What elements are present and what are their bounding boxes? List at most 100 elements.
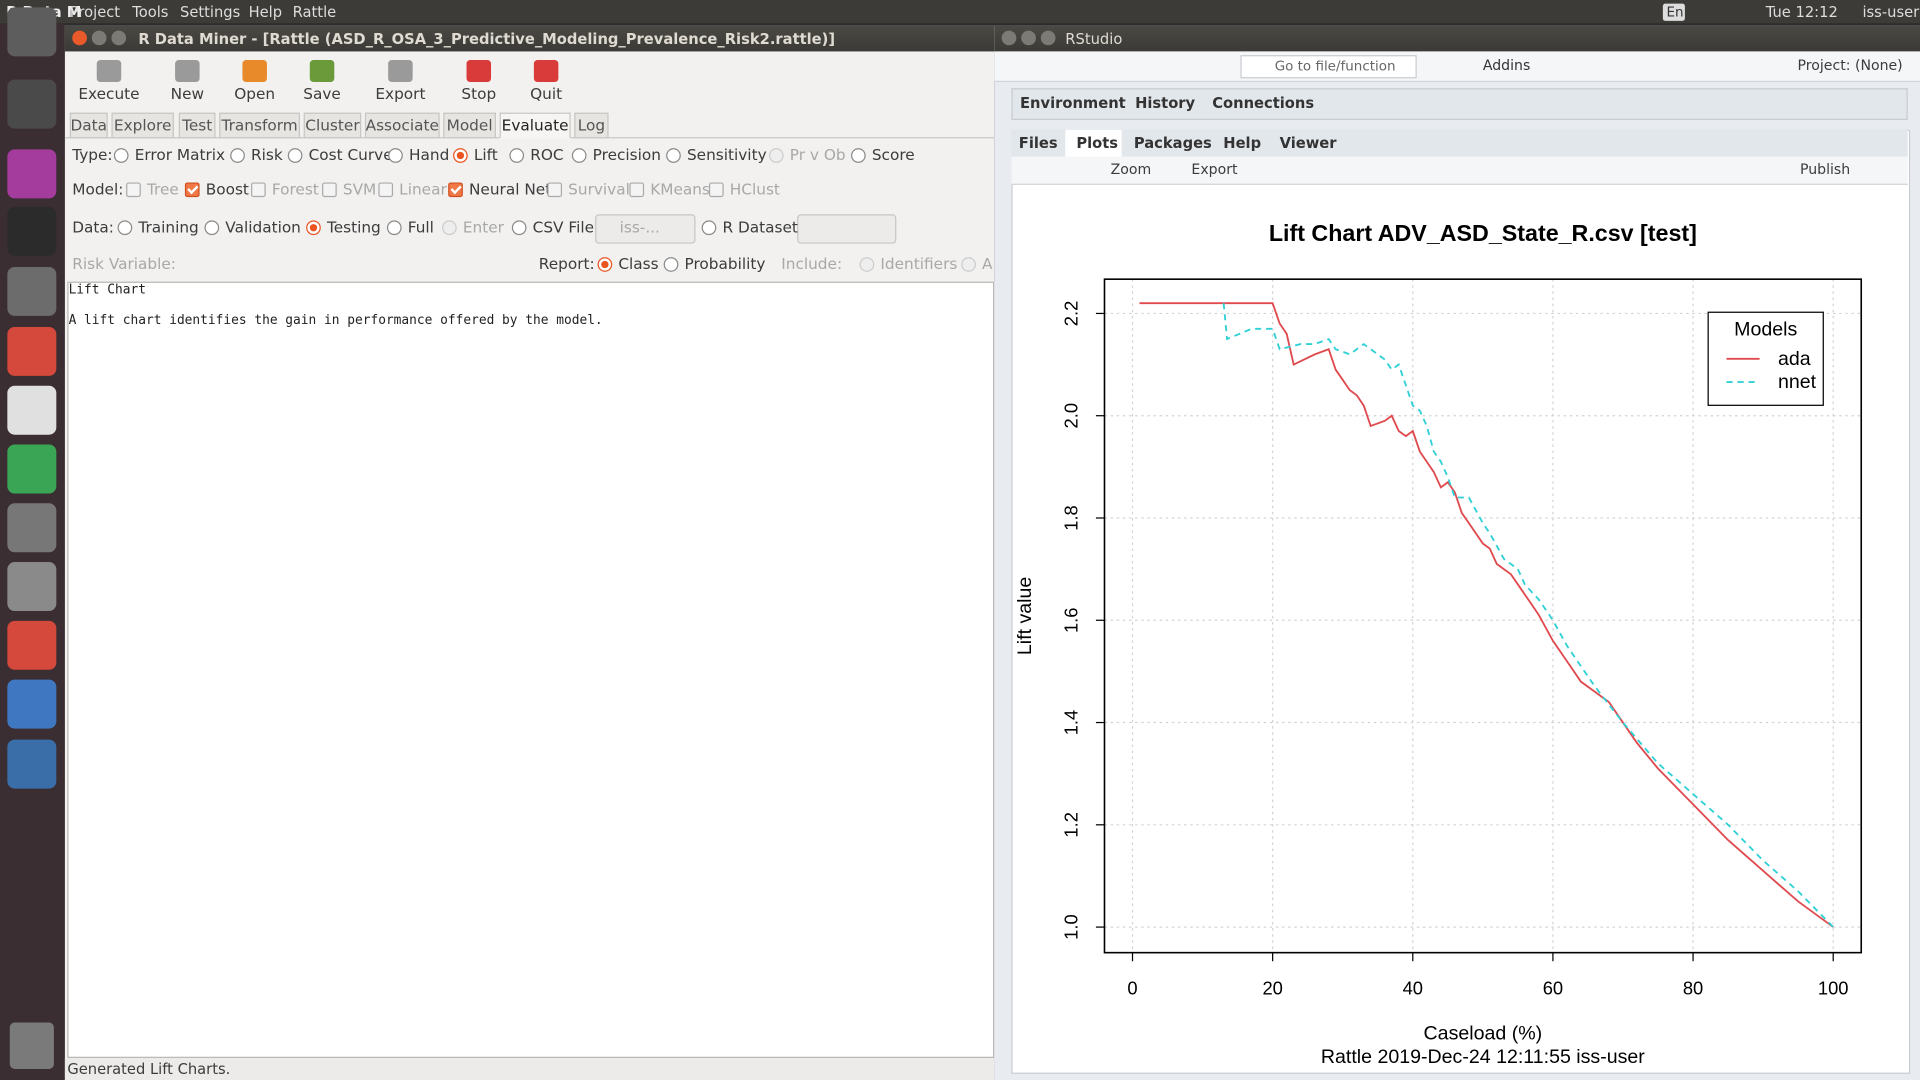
radio[interactable] <box>117 220 133 236</box>
checkbox[interactable] <box>184 182 200 198</box>
radio[interactable] <box>663 257 679 272</box>
launcher-icon[interactable] <box>7 206 57 256</box>
plot-tool[interactable]: Export <box>1191 160 1238 178</box>
option-label[interactable]: Error Matrix <box>134 145 226 164</box>
radio[interactable] <box>509 148 525 163</box>
language[interactable]: En <box>1666 4 1684 21</box>
option-label[interactable]: Hand <box>408 145 450 164</box>
goto-box[interactable] <box>1240 55 1417 79</box>
launcher-icon[interactable] <box>7 326 57 376</box>
radio[interactable] <box>851 148 866 163</box>
tab-label[interactable]: Cluster <box>305 116 360 135</box>
tab[interactable] <box>69 112 108 139</box>
pane-tab[interactable]: Files <box>1018 134 1058 152</box>
option-label[interactable]: Validation <box>225 217 301 237</box>
option-label[interactable]: Neural Net <box>468 179 552 199</box>
launcher-icon[interactable] <box>7 739 57 789</box>
radio[interactable] <box>230 148 245 163</box>
launcher-icon[interactable] <box>7 444 57 494</box>
toolbar-icon[interactable] <box>96 60 122 83</box>
launcher-icon[interactable] <box>7 7 57 57</box>
maximize-button[interactable] <box>1040 30 1056 46</box>
radio[interactable] <box>204 220 220 236</box>
radio[interactable] <box>511 220 527 236</box>
goto-placeholder[interactable]: Go to file/function <box>1274 58 1396 75</box>
radio[interactable] <box>113 148 129 163</box>
option-label[interactable]: Testing <box>326 217 381 237</box>
pane-tab[interactable]: Plots <box>1076 134 1118 152</box>
tab[interactable] <box>574 112 609 139</box>
radio[interactable] <box>666 148 681 163</box>
tab[interactable] <box>364 112 440 139</box>
tab[interactable] <box>178 112 216 139</box>
radio[interactable] <box>571 148 587 163</box>
toolbar-icon[interactable] <box>309 60 335 83</box>
menu-item[interactable]: Tools <box>132 3 169 21</box>
tab-label[interactable]: Data <box>70 116 108 135</box>
toolbar-icon[interactable] <box>466 60 492 83</box>
toolbar-button[interactable]: New <box>170 84 205 103</box>
option-label[interactable]: Sensitivity <box>686 145 767 164</box>
option-label[interactable]: Boost <box>205 179 249 199</box>
radio[interactable] <box>287 148 303 163</box>
tab-label[interactable]: Associate <box>365 116 439 135</box>
tab-label[interactable]: Test <box>182 116 213 135</box>
option-label[interactable]: Precision <box>592 145 661 164</box>
radio[interactable] <box>386 220 402 236</box>
radio[interactable] <box>453 148 468 163</box>
menu-item[interactable]: Rattle <box>292 3 337 21</box>
option-label[interactable]: Probability <box>684 254 766 273</box>
minimize-button[interactable] <box>91 30 107 46</box>
toolbar-icon[interactable] <box>242 60 267 83</box>
csv-file-chooser[interactable] <box>595 214 696 244</box>
r-dataset-combo[interactable] <box>797 214 897 244</box>
tab[interactable] <box>443 112 496 139</box>
radio[interactable] <box>701 220 717 236</box>
toolbar-icon[interactable] <box>388 60 413 83</box>
close-button[interactable] <box>1001 30 1017 46</box>
tab[interactable] <box>499 112 571 139</box>
tab-label[interactable]: Log <box>577 116 606 135</box>
pane-tab[interactable]: Packages <box>1133 134 1212 152</box>
option-label[interactable]: Class <box>618 254 659 273</box>
launcher-icon[interactable] <box>7 503 57 553</box>
clock[interactable]: Tue 12:12 <box>1765 3 1838 21</box>
option-label[interactable]: CSV File <box>532 217 595 237</box>
plot-tool[interactable]: Publish <box>1800 160 1851 178</box>
pane-tab[interactable]: History <box>1135 94 1196 112</box>
user-name[interactable]: iss-user <box>1862 3 1920 21</box>
launcher-icon[interactable] <box>7 385 57 435</box>
trash-icon[interactable] <box>9 1022 54 1069</box>
checkbox[interactable] <box>448 182 463 198</box>
toolbar-icon[interactable] <box>175 60 200 83</box>
maximize-button[interactable] <box>111 30 127 46</box>
menu-item[interactable]: Project <box>69 3 121 21</box>
tab-label[interactable]: Transform <box>221 116 298 135</box>
toolbar-button[interactable]: Export <box>375 84 426 103</box>
option-label[interactable]: Lift <box>473 145 498 164</box>
toolbar-icon[interactable] <box>533 60 559 83</box>
pane-tab[interactable]: Connections <box>1212 94 1315 112</box>
launcher-icon[interactable] <box>7 149 57 199</box>
close-button[interactable] <box>72 30 87 46</box>
csv-file-name[interactable]: iss-... <box>619 217 660 237</box>
launcher-icon[interactable] <box>7 79 57 129</box>
launcher-icon[interactable] <box>7 266 57 316</box>
addins-menu[interactable]: Addins <box>1482 56 1531 74</box>
toolbar-button[interactable]: Stop <box>461 84 497 103</box>
option-label[interactable]: Cost Curve <box>308 145 393 164</box>
radio[interactable] <box>306 220 321 236</box>
toolbar-button[interactable]: Quit <box>530 84 563 103</box>
option-label[interactable]: ROC <box>530 145 564 164</box>
pane-tab[interactable]: Viewer <box>1279 134 1337 152</box>
launcher-icon[interactable] <box>7 620 57 670</box>
toolbar-button[interactable]: Execute <box>78 84 140 103</box>
launcher-icon[interactable] <box>7 562 57 612</box>
project-menu[interactable]: Project: (None) <box>1797 56 1903 74</box>
option-label[interactable]: Score <box>871 145 915 164</box>
option-label[interactable]: R Dataset <box>722 217 798 237</box>
tab[interactable] <box>111 112 174 139</box>
option-label[interactable]: Full <box>407 217 434 237</box>
option-label[interactable]: Training <box>138 217 199 237</box>
tab-label[interactable]: Explore <box>113 116 172 135</box>
